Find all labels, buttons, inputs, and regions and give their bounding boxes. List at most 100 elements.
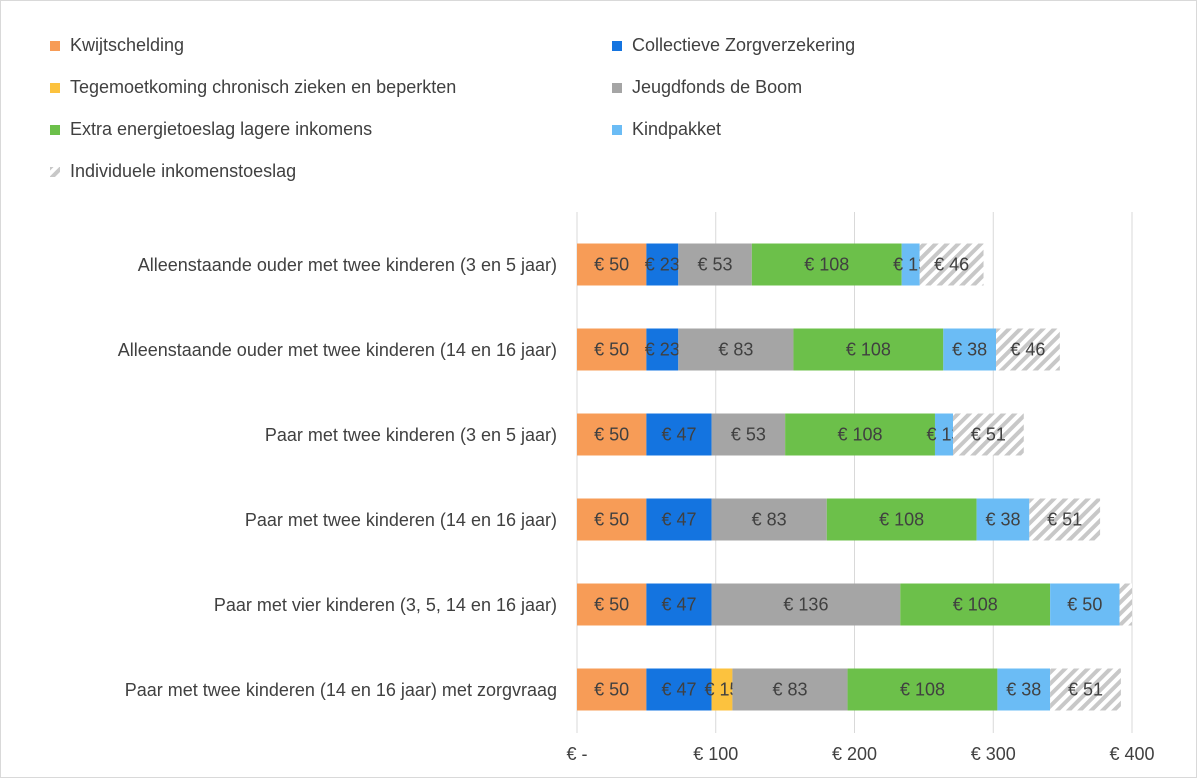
- data-label: € 51: [1068, 679, 1103, 699]
- data-label: € 38: [952, 339, 987, 359]
- data-label: € 50: [594, 339, 629, 359]
- bar-segment: [1050, 583, 1120, 626]
- data-label: € 108: [846, 339, 891, 359]
- bar-segment: [646, 243, 679, 286]
- bar-segment: [996, 328, 1060, 371]
- bar-segment: [711, 583, 901, 626]
- bar-segment: [785, 413, 935, 456]
- bar-segment: [793, 328, 944, 371]
- data-label: € 38: [1006, 679, 1041, 699]
- bar-segment: [826, 498, 977, 541]
- x-tick-label: € 300: [971, 744, 1016, 764]
- y-tick-label: Paar met twee kinderen (3 en 5 jaar): [264, 424, 557, 445]
- data-label: € 83: [718, 339, 753, 359]
- y-tick-label: Paar met twee kinderen (14 en 16 jaar): [244, 509, 557, 530]
- legend-label: Collectieve Zorgverzekering: [632, 35, 855, 55]
- data-label: € 13: [893, 254, 928, 274]
- data-label: € 53: [698, 254, 733, 274]
- data-label: € 83: [772, 679, 807, 699]
- category-label-box: Paar met twee kinderen (14 en 16 jaar) m…: [17, 650, 557, 730]
- legend-swatch: [612, 83, 622, 93]
- legend-swatch: [50, 167, 60, 177]
- bar-segment: [646, 668, 712, 711]
- bar-segment: [732, 668, 848, 711]
- legend-swatch: [612, 125, 622, 135]
- data-label: € 108: [804, 254, 849, 274]
- category-label-box: Paar met vier kinderen (3, 5, 14 en 16 j…: [17, 565, 557, 645]
- bar-segment: [997, 668, 1051, 711]
- y-tick-label: Alleenstaande ouder met twee kinderen (1…: [117, 339, 557, 360]
- bar-segment: [711, 668, 733, 711]
- bar-segment: [577, 498, 647, 541]
- legend-label: Individuele inkomenstoeslag: [70, 161, 296, 181]
- data-label: € 83: [752, 509, 787, 529]
- bar-segment: [943, 328, 997, 371]
- data-label: € 23: [645, 339, 680, 359]
- bar-segment: [646, 413, 712, 456]
- data-label: € 47: [661, 509, 696, 529]
- y-tick-label: Alleenstaande ouder met twee kinderen (3…: [137, 254, 557, 275]
- data-label: € 47: [661, 679, 696, 699]
- bar-segment: [711, 498, 827, 541]
- legend-label: Kwijtschelding: [70, 35, 184, 55]
- bar-segment: [646, 583, 712, 626]
- data-label: € 46: [934, 254, 969, 274]
- bar-segment: [577, 328, 647, 371]
- bar-segment: [577, 583, 647, 626]
- y-tick-label: Paar met vier kinderen (3, 5, 14 en 16 j…: [213, 594, 557, 615]
- bar-segment: [953, 413, 1024, 456]
- data-label: € 108: [838, 424, 883, 444]
- category-label-box: Alleenstaande ouder met twee kinderen (3…: [17, 225, 557, 305]
- data-label: € 50: [594, 509, 629, 529]
- data-label: € 108: [879, 509, 924, 529]
- y-tick-label: Paar met twee kinderen (14 en 16 jaar) m…: [124, 679, 557, 700]
- data-label: € 50: [594, 254, 629, 274]
- data-label: € 47: [661, 594, 696, 614]
- x-tick-label: € 200: [832, 744, 877, 764]
- data-label: € 108: [953, 594, 998, 614]
- category-label-box: Paar met twee kinderen (3 en 5 jaar): [17, 395, 557, 475]
- legend-swatch: [50, 125, 60, 135]
- bar-segment: [847, 668, 998, 711]
- bar-segment: [976, 498, 1030, 541]
- bar-segment: [577, 243, 647, 286]
- x-tick-label: € -: [566, 744, 587, 764]
- bar-segment: [711, 413, 786, 456]
- data-label: € 136: [783, 594, 828, 614]
- data-label: € 50: [1067, 594, 1102, 614]
- data-label: € 50: [594, 424, 629, 444]
- data-label: € 47: [661, 424, 696, 444]
- category-label-box: Alleenstaande ouder met twee kinderen (1…: [17, 310, 557, 390]
- bar-segment: [919, 243, 984, 286]
- legend-label: Kindpakket: [632, 119, 721, 139]
- data-label: € 23: [645, 254, 680, 274]
- bar-segment: [1050, 668, 1121, 711]
- data-label: € 51: [1047, 509, 1082, 529]
- bar-segment: [900, 583, 1051, 626]
- legend-label: Tegemoetkoming chronisch zieken en beper…: [70, 77, 456, 97]
- bar-segment: [577, 668, 647, 711]
- data-label: € 53: [731, 424, 766, 444]
- legend-swatch: [50, 41, 60, 51]
- legend-label: Jeugdfonds de Boom: [632, 77, 802, 97]
- bar-segment: [934, 413, 954, 456]
- data-label: € 50: [594, 679, 629, 699]
- bar-segment: [577, 413, 647, 456]
- legend-swatch: [612, 41, 622, 51]
- bar-segment: [678, 328, 794, 371]
- bar-segment: [1119, 583, 1132, 626]
- x-tick-label: € 100: [693, 744, 738, 764]
- category-label-box: Paar met twee kinderen (14 en 16 jaar): [17, 480, 557, 560]
- bar-segment: [678, 243, 752, 286]
- bar-segment: [1029, 498, 1101, 541]
- bar-segment: [751, 243, 902, 286]
- legend-swatch: [50, 83, 60, 93]
- bar-segment: [646, 498, 712, 541]
- data-label: € 46: [1010, 339, 1045, 359]
- data-label: € 13: [926, 424, 961, 444]
- data-label: € 38: [985, 509, 1020, 529]
- bar-segment: [646, 328, 679, 371]
